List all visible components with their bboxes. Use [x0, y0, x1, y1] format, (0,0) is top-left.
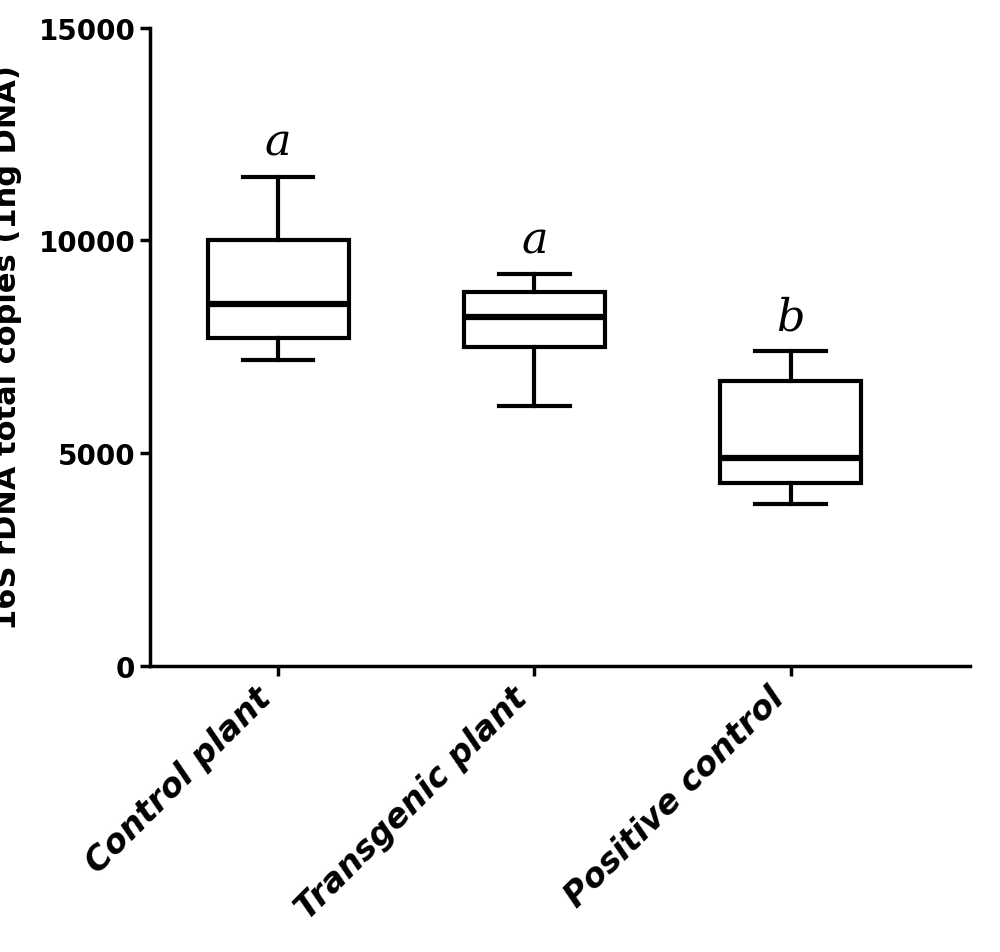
Y-axis label: 16S rDNA total copies (1ng DNA): 16S rDNA total copies (1ng DNA)	[0, 66, 22, 629]
Text: a: a	[521, 219, 548, 263]
PathPatch shape	[464, 292, 605, 347]
PathPatch shape	[208, 241, 349, 339]
Text: b: b	[776, 296, 805, 339]
PathPatch shape	[720, 382, 861, 484]
Text: a: a	[265, 122, 291, 165]
